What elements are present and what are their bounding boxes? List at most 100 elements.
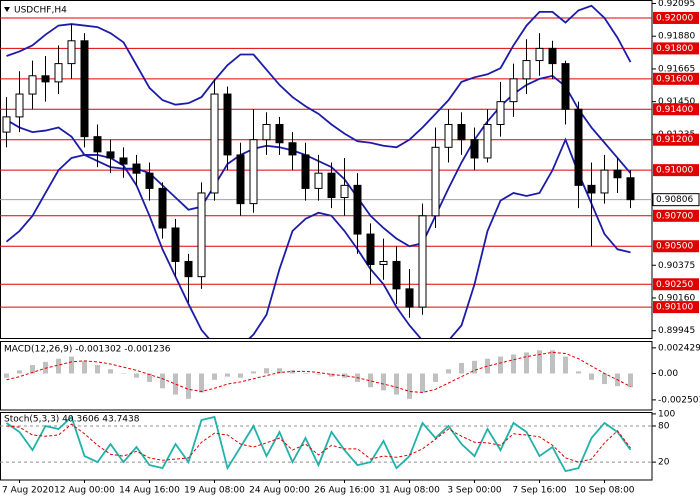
macd-bar <box>381 373 386 391</box>
candle-body <box>223 93 232 156</box>
x-tick-label: 3 Sep 00:00 <box>447 486 502 496</box>
candle-body <box>548 47 557 65</box>
candle-body <box>379 260 388 265</box>
macd-bar <box>186 373 191 399</box>
level-label: 0.91000 <box>656 166 693 176</box>
x-tick-label: 31 Aug 08:00 <box>379 486 440 496</box>
candle-body <box>587 184 596 194</box>
macd-bar <box>628 373 633 388</box>
level-label-box <box>653 209 699 222</box>
y-tick-label: 0.91450 <box>658 97 695 107</box>
y-tick-label: 80 <box>658 421 670 431</box>
candle-body <box>600 169 609 194</box>
x-tick-label: 26 Aug 16:00 <box>314 486 375 496</box>
level-label: 0.90500 <box>656 242 693 252</box>
macd-bar <box>290 370 295 374</box>
main-panel-frame <box>0 0 653 339</box>
candle-body <box>431 146 440 217</box>
candle-body <box>28 75 37 95</box>
macd-bar <box>199 373 204 393</box>
x-tick-label: 7 Sep 16:00 <box>512 486 567 496</box>
macd-title: MACD(12,26,9) -0.001302 -0.001236 <box>4 345 171 355</box>
macd-bar <box>30 365 35 374</box>
candle-body <box>626 177 635 201</box>
y-tick-label: 0.90160 <box>658 293 695 303</box>
candle-body <box>574 108 583 186</box>
candle-body <box>509 78 518 103</box>
macd-bar <box>56 358 61 374</box>
candle-body <box>470 139 479 159</box>
candle-body <box>340 184 349 199</box>
macd-bar <box>303 373 308 374</box>
candle-body <box>418 215 427 308</box>
macd-bar <box>17 370 22 374</box>
candle-body <box>535 47 544 62</box>
indicator-line <box>6 351 631 393</box>
macd-bar <box>277 368 282 374</box>
macd-bar <box>576 371 581 374</box>
macd-bar <box>394 373 399 395</box>
stoch-title: Stoch(5,3,3) 40.3606 43.7438 <box>4 415 140 425</box>
level-label-box <box>653 164 699 177</box>
level-label-box <box>653 42 699 55</box>
macd-bar <box>563 356 568 374</box>
level-label-box <box>653 103 699 116</box>
macd-panel-frame <box>0 341 653 411</box>
candle-body <box>171 227 180 262</box>
x-tick-label: 7 Aug 2020 <box>2 486 54 496</box>
x-tick-label: 19 Aug 08:00 <box>184 486 245 496</box>
y-tick-label: 0.002429 <box>658 343 700 353</box>
candle-body <box>15 93 24 118</box>
macd-plot <box>4 350 633 399</box>
level-label: 0.90700 <box>656 211 693 221</box>
macd-bar <box>329 373 334 377</box>
candle-body <box>353 184 362 235</box>
x-tick-label: 24 Aug 00:00 <box>249 486 310 496</box>
macd-bar <box>173 373 178 395</box>
macd-bar <box>420 373 425 393</box>
macd-bar <box>498 356 503 374</box>
symbol-menu-arrow <box>4 7 10 12</box>
macd-bar <box>160 373 165 389</box>
macd-bar <box>147 373 152 382</box>
candle-body <box>197 192 206 278</box>
candle-body <box>184 260 193 278</box>
macd-bar <box>134 373 139 378</box>
macd-bar <box>43 361 48 374</box>
macd-bar <box>602 373 607 385</box>
candle-body <box>327 172 336 199</box>
last-price-box <box>652 193 700 207</box>
candle-body <box>314 172 323 189</box>
candle-body <box>145 172 154 189</box>
level-label: 0.92000 <box>656 13 693 23</box>
y-tick-label: -0.002501 <box>658 395 700 405</box>
macd-bar <box>433 373 438 382</box>
macd-bar <box>108 369 113 374</box>
y-tick-label: 0.00 <box>658 369 678 379</box>
candle-body <box>249 139 258 205</box>
level-label: 0.91200 <box>656 135 693 145</box>
level-label-box <box>653 133 699 146</box>
macd-bar <box>368 373 373 388</box>
candle-body <box>496 101 505 125</box>
indicator-line <box>6 4 632 149</box>
level-label-box <box>653 301 699 314</box>
y-tick-label: 0.91665 <box>658 64 695 74</box>
candle-body <box>119 157 128 165</box>
candle-body <box>392 260 401 290</box>
candle-body <box>522 60 531 80</box>
level-label: 0.91400 <box>656 105 693 115</box>
candle-body <box>262 123 271 141</box>
macd-bar <box>225 373 230 377</box>
macd-bar <box>212 373 217 380</box>
macd-bar <box>251 371 256 374</box>
level-label: 0.90250 <box>656 280 693 290</box>
x-tick-label: 10 Sep 08:00 <box>574 486 634 496</box>
level-label: 0.90100 <box>656 303 693 313</box>
candle-body <box>275 123 284 144</box>
macd-bar <box>82 360 87 374</box>
macd-bar <box>264 368 269 374</box>
